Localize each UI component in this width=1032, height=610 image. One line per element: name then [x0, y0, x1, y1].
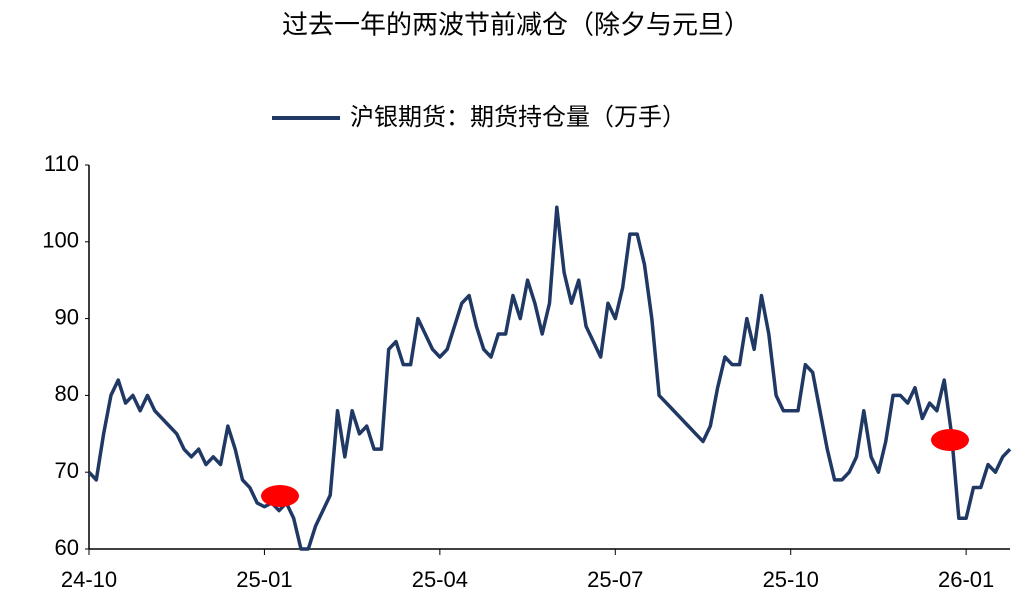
y-tick-label: 100 — [42, 228, 79, 253]
y-tick-label: 110 — [44, 151, 79, 176]
chart-title: 过去一年的两波节前减仓（除夕与元旦） — [282, 11, 750, 41]
data-line — [87, 205, 1012, 551]
x-tick-label: 25-01 — [236, 567, 292, 592]
y-tick-label: 70 — [55, 458, 79, 483]
x-tick-label: 26-01 — [938, 567, 994, 592]
y-tick-label: 60 — [55, 535, 79, 560]
x-tick-label: 25-07 — [587, 567, 643, 592]
x-tick-label: 25-04 — [412, 567, 468, 592]
x-tick-label: 25-10 — [763, 567, 819, 592]
x-tick-label: 24-10 — [61, 567, 117, 592]
highlight-marker — [261, 485, 299, 507]
y-tick-label: 90 — [55, 304, 79, 329]
y-tick-label: 80 — [55, 381, 79, 406]
legend-label: 沪银期货：期货持仓量（万手） — [350, 103, 686, 131]
highlight-marker — [931, 429, 969, 451]
